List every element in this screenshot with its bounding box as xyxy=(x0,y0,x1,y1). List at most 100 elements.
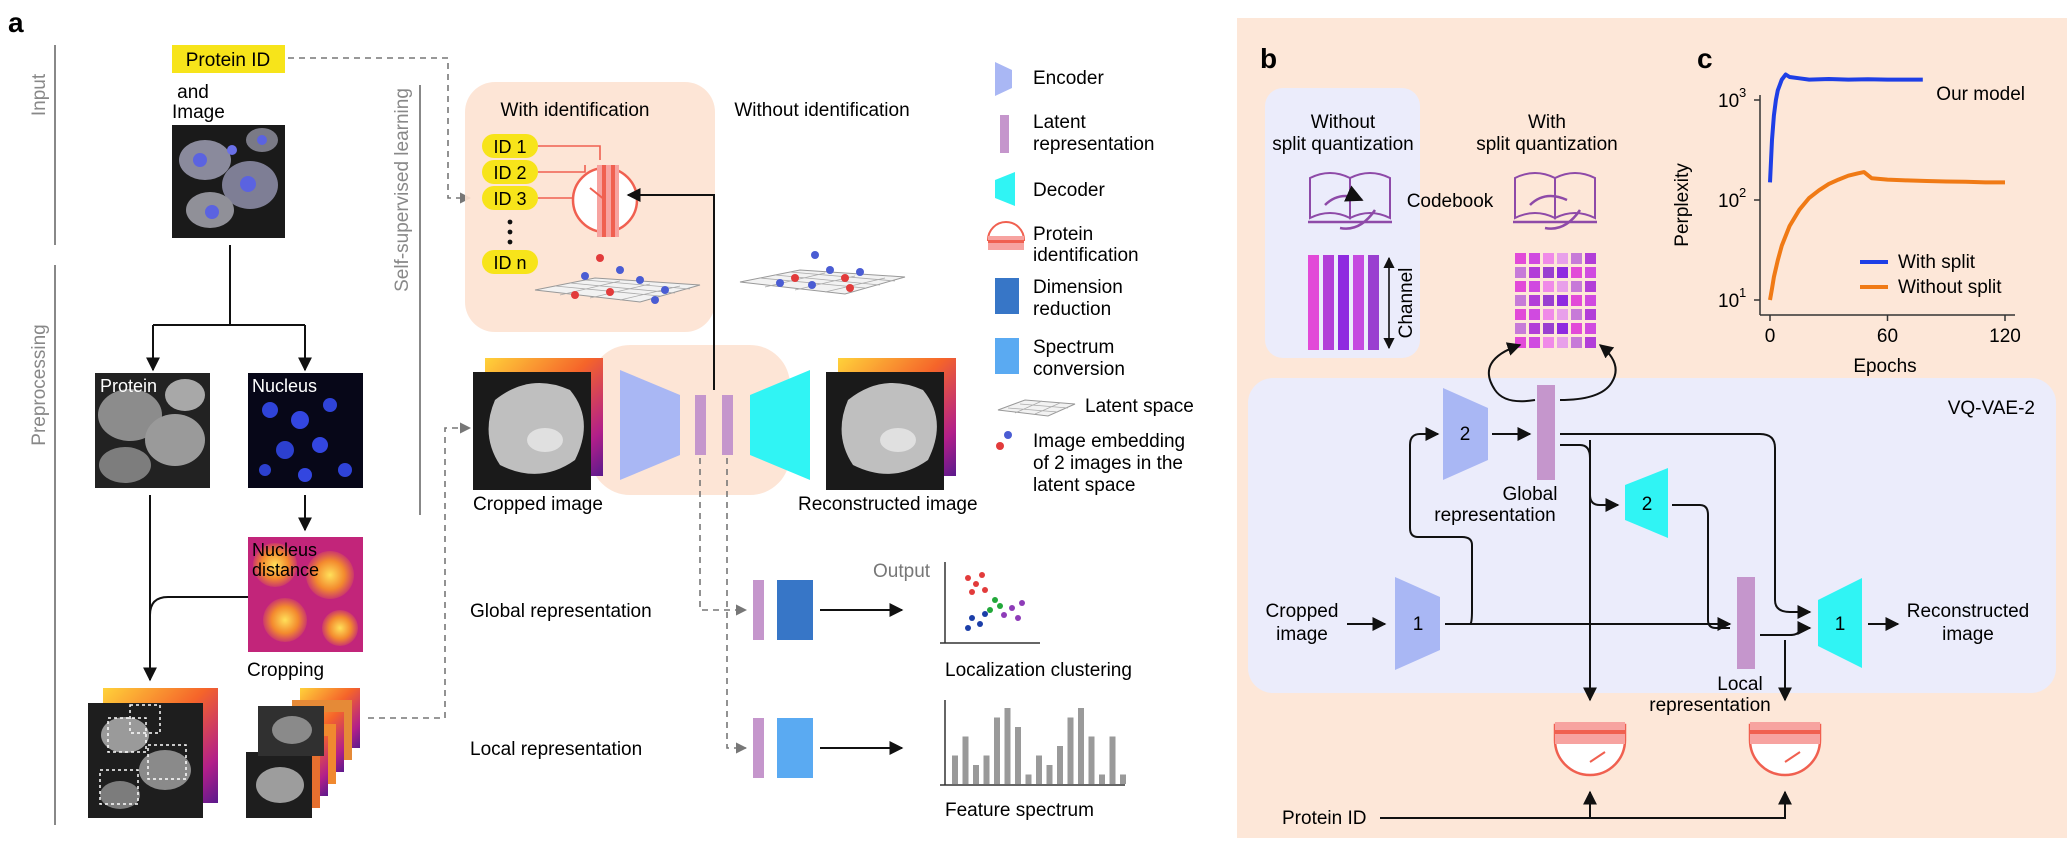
spectrum-bar xyxy=(973,765,979,784)
reconstructed-image-b-2: image xyxy=(1942,624,1994,645)
codebook-cell xyxy=(1543,267,1554,278)
codebook-cell xyxy=(1571,267,1582,278)
feature-spectrum-label: Feature spectrum xyxy=(945,800,1094,821)
legend-latent-1: Latent xyxy=(1033,112,1087,133)
id-pill-1: ID 1 xyxy=(482,134,538,158)
protein-id-box xyxy=(172,45,285,73)
codebook-cell xyxy=(1585,253,1596,264)
svg-text:ID 3: ID 3 xyxy=(493,189,526,209)
codebook-cell xyxy=(1529,253,1540,264)
decoder-1-label: 1 xyxy=(1835,614,1846,635)
codebook-cell xyxy=(1585,281,1596,292)
encoder-2-shape xyxy=(1443,388,1488,480)
codebook-cell xyxy=(1543,295,1554,306)
codebook-cell xyxy=(1529,295,1540,306)
without-identification-label: Without identification xyxy=(734,100,909,121)
spectrum-bar xyxy=(1046,765,1053,784)
spectrum-bar xyxy=(952,755,958,784)
codebook-cell xyxy=(1543,323,1554,334)
legend-encoder: Encoder xyxy=(1033,68,1104,89)
protein-identification-dial-local xyxy=(1748,722,1822,777)
series-line-without-split xyxy=(1768,170,2005,301)
protein-label: Protein xyxy=(100,376,157,396)
spectrum-bar xyxy=(1078,708,1084,784)
spectrum-bar xyxy=(1036,755,1042,784)
y-tick-label: 10 xyxy=(1718,191,1739,212)
legend-latent-2: representation xyxy=(1033,134,1154,155)
codebook-cell xyxy=(1557,337,1568,348)
legend-decoder: Decoder xyxy=(1033,180,1105,201)
cropping-label: Cropping xyxy=(247,660,324,681)
local-latent-bar xyxy=(753,718,764,778)
codebook-cell xyxy=(1515,309,1526,320)
global-representation-b-1: Global xyxy=(1503,484,1558,505)
spectrum-bar xyxy=(962,736,969,784)
panel-label-a: a xyxy=(8,7,24,38)
chart-ylabel: Perplexity xyxy=(1672,163,1693,247)
localization-clustering-label: Localization clustering xyxy=(945,660,1132,681)
codebook-cell xyxy=(1585,309,1596,320)
legend-protein-identification-1: Protein xyxy=(1033,224,1093,245)
without-split-label-2: split quantization xyxy=(1272,134,1414,155)
panel-label-b: b xyxy=(1260,43,1277,74)
codebook-book-icon-1 xyxy=(1308,172,1392,230)
legend-protein-identification-2: identification xyxy=(1033,245,1139,266)
legend-protein-identification-icon xyxy=(986,221,1026,250)
codebook-label: Codebook xyxy=(1407,191,1494,212)
codebook-cell xyxy=(1529,281,1540,292)
reconstructed-image-b-1: Reconstructed xyxy=(1907,601,2030,622)
channel-label: Channel xyxy=(1396,268,1417,339)
with-split-label-1: With xyxy=(1528,112,1566,133)
codebook-cell xyxy=(1585,267,1596,278)
decoder-1-shape xyxy=(1818,578,1862,668)
codebook-cell xyxy=(1543,309,1554,320)
encoder-1-label: 1 xyxy=(1413,614,1424,635)
spectrum-bar xyxy=(1099,774,1105,784)
nucleus-distance-label-2: distance xyxy=(252,560,319,580)
decoder-shape xyxy=(750,370,810,480)
legend-decoder-icon xyxy=(995,172,1015,206)
spectrum-bar xyxy=(1004,708,1011,784)
cropped-image-b-2: image xyxy=(1276,624,1328,645)
id-pill-3: ID 3 xyxy=(482,186,538,210)
global-latent xyxy=(1537,385,1555,480)
protein-channel-image xyxy=(95,373,210,488)
id-pill-n: ID n xyxy=(482,250,538,274)
legend-encoder-icon xyxy=(995,62,1012,96)
svg-text:ID 2: ID 2 xyxy=(493,163,526,183)
section-ssl-label: Self-supervised learning xyxy=(392,88,413,292)
panel-label-c: c xyxy=(1697,43,1713,74)
latent-bar-1 xyxy=(695,395,706,455)
legend-with-split: With split xyxy=(1898,252,1976,273)
and-label: and xyxy=(177,82,209,103)
global-representation-b-2: representation xyxy=(1434,505,1555,526)
spectrum-bar xyxy=(1120,774,1126,784)
codebook-book-icon-2 xyxy=(1513,172,1597,230)
legend-embedding-red-icon xyxy=(996,442,1004,450)
vqvae-region xyxy=(1248,378,2056,693)
encoder-shape xyxy=(620,370,680,480)
spectrum-bar xyxy=(1025,774,1032,784)
legend-image-embedding-1: Image embedding xyxy=(1033,431,1185,452)
spectrum-bar xyxy=(1015,727,1021,784)
output-label: Output xyxy=(873,561,931,582)
nucleus-channel-image xyxy=(248,373,363,488)
legend-without-split: Without split xyxy=(1898,277,2002,298)
cropped-image xyxy=(473,358,603,490)
nucleus-distance-label-1: Nucleus xyxy=(252,540,317,560)
protein-identification-dial xyxy=(571,165,639,237)
legend-spectrum-conversion-2: conversion xyxy=(1033,359,1125,380)
split-codebook-grid xyxy=(1515,253,1596,348)
spectrum-bar xyxy=(1088,736,1095,784)
codebook-cell xyxy=(1585,295,1596,306)
decoder-2-label: 2 xyxy=(1642,494,1653,515)
codebook-cell xyxy=(1557,281,1568,292)
dimension-reduction-block xyxy=(777,580,813,640)
encoder-1-shape xyxy=(1395,577,1440,670)
reconstructed-image xyxy=(826,358,956,490)
legend-image-embedding-3: latent space xyxy=(1033,475,1135,496)
codebook-cell xyxy=(1557,295,1568,306)
latent-bar-2 xyxy=(722,395,733,455)
legend-dimension-reduction-icon xyxy=(995,278,1019,314)
